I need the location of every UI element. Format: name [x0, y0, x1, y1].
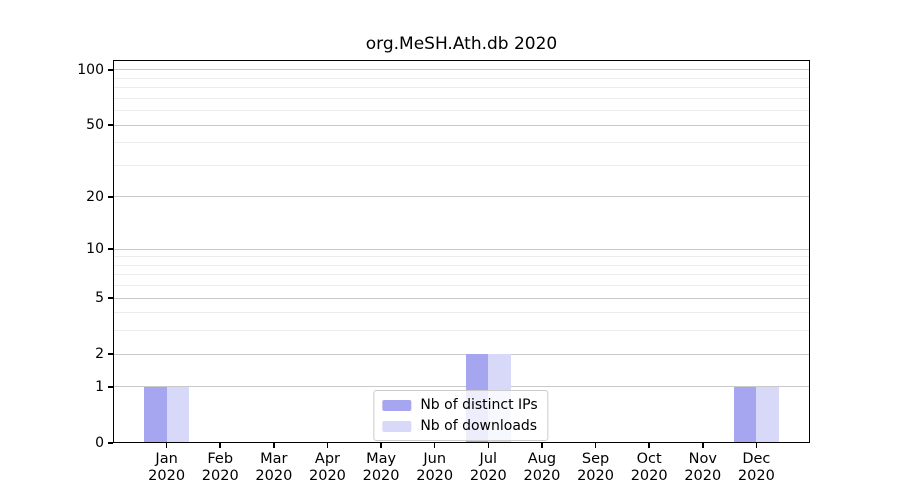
x-tick-mark: [165, 443, 168, 448]
y-tick-mark: [108, 248, 113, 250]
y-tick-label: 50: [86, 117, 104, 134]
x-tick-label: Jul 2020: [469, 451, 507, 484]
major-gridline: [113, 69, 810, 71]
major-gridline: [113, 124, 810, 126]
x-tick-mark: [326, 443, 329, 448]
y-tick-label: 100: [77, 61, 104, 78]
x-tick-label: Oct 2020: [630, 451, 668, 484]
x-tick-label: Mar 2020: [255, 451, 293, 484]
legend-swatch-downloads: [382, 420, 412, 432]
x-tick-mark: [541, 443, 543, 448]
minor-gridline: [113, 164, 810, 166]
minor-gridline: [113, 97, 810, 99]
x-tick-mark: [648, 443, 650, 448]
y-tick-mark: [108, 353, 113, 355]
legend-label: Nb of downloads: [420, 418, 538, 434]
x-tick-mark: [273, 443, 275, 448]
x-tick-label: May 2020: [362, 451, 400, 484]
x-tick-label: Feb 2020: [201, 451, 239, 484]
y-tick-label: 20: [86, 188, 104, 205]
x-tick-mark: [380, 443, 382, 448]
bar-nb-of-downloads-dec: [756, 386, 779, 443]
bar-nb-of-distinct-ips-jan: [144, 386, 167, 443]
x-tick-mark: [219, 443, 221, 448]
minor-gridline: [113, 142, 810, 144]
legend-label: Nb of distinct IPs: [420, 397, 538, 413]
x-tick-label: Dec 2020: [737, 451, 775, 484]
y-tick-label: 10: [86, 241, 104, 258]
legend: Nb of distinct IPs Nb of downloads: [373, 390, 549, 441]
bar-nb-of-downloads-jan: [166, 386, 190, 443]
y-tick-mark: [108, 196, 113, 198]
minor-gridline: [113, 87, 810, 89]
x-tick-mark: [755, 443, 758, 448]
y-tick-mark: [108, 442, 113, 444]
y-tick-label: 5: [95, 290, 104, 307]
bar-nb-of-distinct-ips-dec: [733, 386, 757, 443]
x-tick-label: Aug 2020: [523, 451, 561, 484]
x-tick-mark: [702, 443, 704, 448]
minor-gridline: [113, 110, 810, 112]
x-tick-label: Jan 2020: [148, 451, 186, 484]
x-tick-label: Jun 2020: [416, 451, 454, 484]
x-tick-mark: [433, 443, 436, 448]
legend-item: Nb of downloads: [382, 418, 537, 434]
minor-gridline: [113, 77, 810, 79]
chart-title: org.MeSH.Ath.db 2020: [365, 34, 558, 54]
x-tick-mark: [594, 443, 597, 448]
minor-gridline: [113, 264, 810, 266]
y-tick-label: 0: [95, 435, 104, 451]
major-gridline: [113, 386, 810, 388]
x-tick-mark: [487, 443, 490, 448]
legend-swatch-distinct-ips: [382, 399, 412, 411]
x-tick-label: Apr 2020: [309, 451, 346, 484]
minor-gridline: [113, 330, 810, 332]
y-tick-label: 2: [95, 346, 104, 363]
x-tick-label: Nov 2020: [684, 451, 722, 484]
y-tick-mark: [108, 69, 113, 71]
y-tick-mark: [108, 124, 113, 126]
y-tick-mark: [108, 386, 113, 388]
minor-gridline: [113, 274, 810, 276]
major-gridline: [113, 196, 810, 198]
major-gridline: [113, 248, 810, 250]
major-gridline: [113, 353, 810, 355]
x-tick-label: Sep 2020: [577, 451, 614, 484]
legend-item: Nb of distinct IPs: [382, 397, 538, 413]
y-tick-mark: [108, 297, 113, 299]
minor-gridline: [113, 256, 810, 258]
y-tick-label: 1: [95, 378, 104, 395]
minor-gridline: [113, 312, 810, 314]
major-gridline: [113, 297, 810, 299]
minor-gridline: [113, 285, 810, 287]
